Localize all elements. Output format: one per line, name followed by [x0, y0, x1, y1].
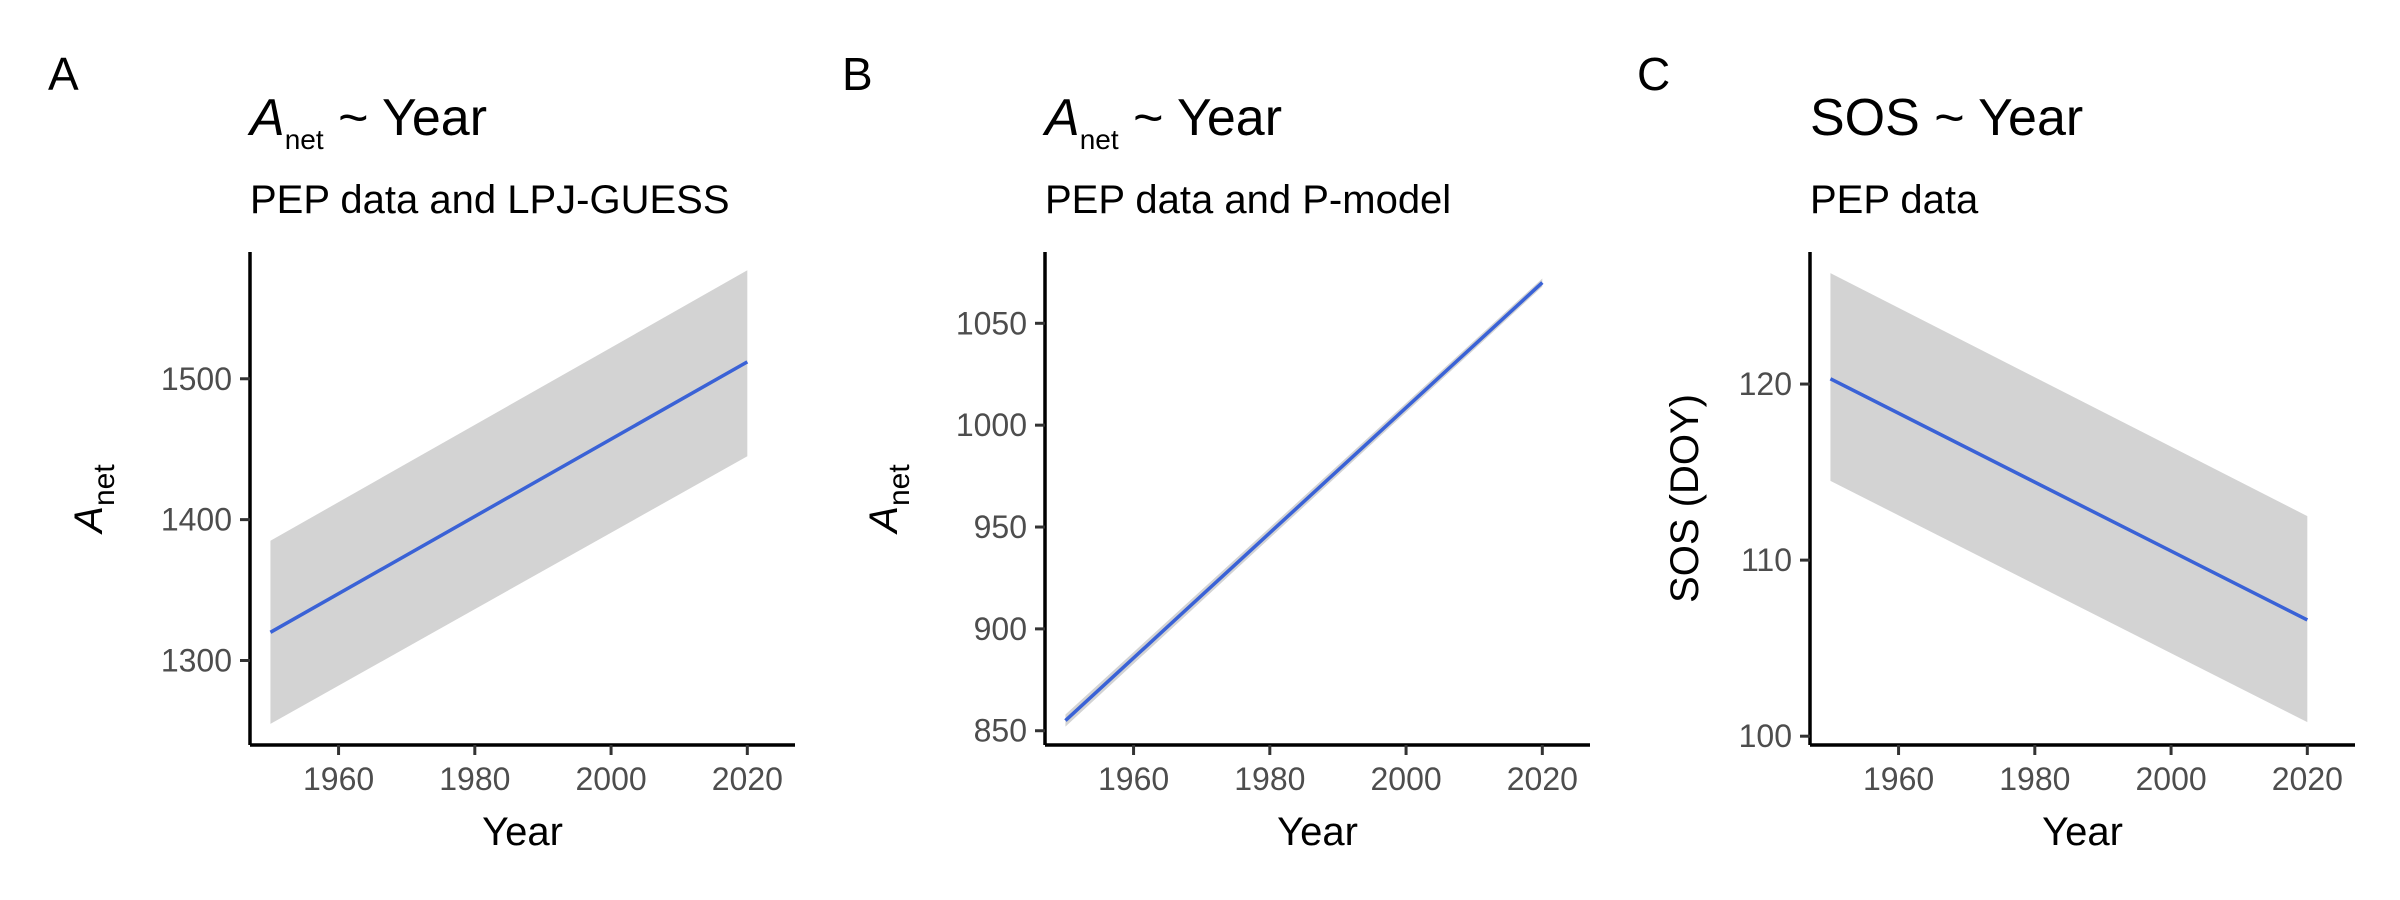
- y-tick-label: 900: [974, 611, 1027, 647]
- y-tick-label: 120: [1739, 366, 1792, 402]
- title-rest: ~ Year: [1119, 89, 1282, 147]
- x-tick-label: 1960: [303, 761, 374, 797]
- title-symbol: A: [1042, 89, 1080, 147]
- x-tick-label: 1960: [1863, 761, 1934, 797]
- y-tick-label: 850: [974, 713, 1027, 749]
- fit-line: [269, 360, 749, 634]
- panel-subtitle: PEP data and LPJ-GUESS: [250, 178, 730, 222]
- x-tick-label: 2020: [712, 761, 783, 797]
- y-axis-title: Anet: [862, 464, 916, 535]
- x-tick-label: 1980: [1234, 761, 1305, 797]
- panel-title: Anet ~ Year: [247, 89, 487, 155]
- y-tick-label: 1000: [956, 407, 1027, 443]
- panel-subtitle: PEP data and P-model: [1045, 178, 1451, 222]
- fit-line: [1829, 377, 2309, 622]
- x-tick-label: 2000: [2135, 761, 2206, 797]
- y-title-symbol: A: [67, 506, 111, 535]
- x-tick-label: 2000: [1370, 761, 1441, 797]
- x-tick-label: 2020: [1507, 761, 1578, 797]
- fit-line: [1064, 281, 1544, 722]
- x-axis-title: Year: [1277, 810, 1358, 854]
- y-title-symbol: A: [862, 506, 906, 535]
- y-tick-label: 1300: [161, 642, 232, 678]
- panel-subtitle: PEP data: [1810, 178, 1979, 222]
- y-tick-label: 100: [1739, 718, 1792, 754]
- panel-letter: C: [1637, 48, 1670, 100]
- x-axis-title: Year: [2042, 810, 2123, 854]
- y-title-subscript: net: [883, 464, 916, 506]
- panel-title: SOS ~ Year: [1810, 89, 2083, 147]
- y-tick-label: 1400: [161, 502, 232, 538]
- y-title-subscript: net: [88, 464, 121, 506]
- x-tick-label: 1980: [439, 761, 510, 797]
- x-tick-label: 2020: [2272, 761, 2343, 797]
- title-subscript: net: [285, 124, 324, 155]
- panel-letter: B: [842, 48, 873, 100]
- y-tick-label: 950: [974, 509, 1027, 545]
- x-tick-label: 2000: [575, 761, 646, 797]
- y-tick-label: 1500: [161, 361, 232, 397]
- title-symbol: A: [247, 89, 285, 147]
- x-axis-title: Year: [482, 810, 563, 854]
- panel-letter: A: [48, 48, 79, 100]
- x-tick-label: 1960: [1098, 761, 1169, 797]
- x-tick-label: 1980: [1999, 761, 2070, 797]
- y-tick-label: 1050: [956, 305, 1027, 341]
- title-subscript: net: [1080, 124, 1119, 155]
- panel-b: B Anet ~ Year PEP data and P-model 1960 1980…: [842, 48, 1590, 854]
- panel-title: Anet ~ Year: [1042, 89, 1282, 155]
- y-axis-title: Anet: [67, 464, 121, 535]
- title-rest: ~ Year: [324, 89, 487, 147]
- y-tick-label: 110: [1741, 542, 1792, 578]
- panel-c: C SOS ~ Year PEP data 1960 1980 2000 2020 100 11…: [1637, 48, 2355, 854]
- y-axis-title: SOS (DOY): [1663, 394, 1707, 603]
